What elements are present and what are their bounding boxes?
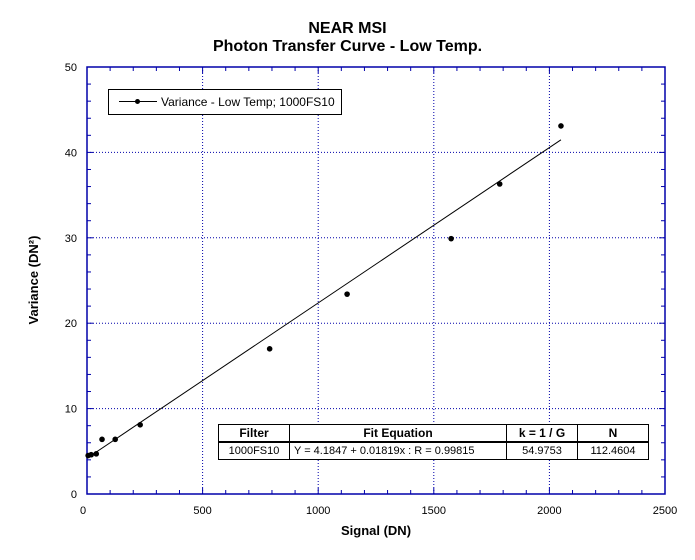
y-tick-label: 30 [65,233,77,245]
x-tick-labels: 0 500 1000 1500 2000 2500 [80,505,677,517]
data-point [266,346,273,352]
x-tick-label: 500 [193,505,211,517]
chart-title: NEAR MSI [308,20,387,37]
fit-equation: Y = 4.1847 + 0.01819x : R = 0.99815 [289,441,507,460]
grid [87,67,665,494]
legend-marker-icon [119,97,157,107]
y-tick-label: 50 [65,62,77,74]
data-point [558,123,564,129]
y-tick-label: 20 [65,318,77,330]
data-point [344,291,350,297]
fit-table: Filter Fit Equation k = 1 / G N 1000FS10… [218,424,649,460]
y-tick-label: 40 [65,147,77,159]
fit-line [86,139,562,459]
data-point [496,181,503,187]
x-tick-label: 1000 [306,505,330,517]
plot-frame [86,66,666,495]
fit-header-n: N [577,424,649,443]
y-tick-label: 0 [71,489,77,501]
data-point [112,436,119,443]
data-point [99,436,105,443]
x-tick-label: 1500 [422,505,446,517]
fit-n: 112.4604 [577,441,649,460]
fit-header-equation: Fit Equation [289,424,507,443]
legend-label: Variance - Low Temp; 1000FS10 [161,95,335,109]
legend: Variance - Low Temp; 1000FS10 [108,89,342,115]
axes [86,66,666,495]
fit-line-group [86,139,562,459]
chart-subtitle: Photon Transfer Curve - Low Temp. [212,38,483,55]
data-point [137,422,143,428]
x-tick-label: 2000 [537,505,561,517]
data-point [88,451,94,458]
y-axis-title: Variance (DN²) [26,236,41,325]
fit-k: 54.9753 [506,441,578,460]
fit-header-filter: Filter [218,424,290,443]
fit-table-row: 1000FS10 Y = 4.1847 + 0.01819x : R = 0.9… [218,441,649,460]
x-tick-label: 0 [80,505,86,517]
fit-filter: 1000FS10 [218,441,290,460]
fit-table-header: Filter Fit Equation k = 1 / G N [218,424,649,443]
fit-header-k: k = 1 / G [506,424,578,443]
y-tick-label: 10 [65,404,77,416]
x-tick-label: 2500 [653,505,677,517]
y-tick-labels: 0 10 20 30 40 50 [65,62,77,501]
data-point [448,235,454,242]
data-points [85,123,564,459]
x-axis-title: Signal (DN) [341,523,411,538]
data-point [93,451,100,457]
